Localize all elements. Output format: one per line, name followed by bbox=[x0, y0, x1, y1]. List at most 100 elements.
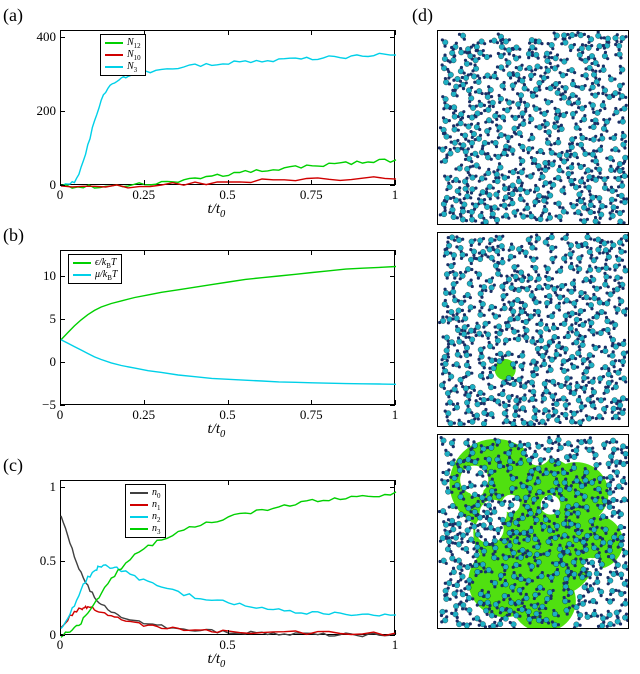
particle bbox=[505, 135, 513, 143]
particle bbox=[611, 320, 618, 330]
particle bbox=[605, 316, 613, 325]
particle bbox=[461, 385, 469, 394]
particle bbox=[467, 140, 475, 149]
particle bbox=[594, 167, 602, 175]
particle bbox=[492, 111, 498, 121]
particle bbox=[570, 79, 577, 88]
particle bbox=[620, 35, 628, 43]
particle bbox=[582, 149, 590, 157]
particle bbox=[623, 265, 629, 273]
particle bbox=[495, 351, 504, 359]
particle bbox=[597, 375, 605, 384]
particle bbox=[516, 92, 524, 101]
particle bbox=[570, 362, 579, 369]
particle bbox=[526, 273, 533, 282]
particle bbox=[547, 42, 555, 50]
particle bbox=[542, 389, 552, 395]
particle bbox=[610, 186, 618, 194]
particle bbox=[566, 171, 574, 179]
ytick-label: 200 bbox=[26, 103, 56, 119]
particle bbox=[581, 384, 588, 394]
particle bbox=[569, 202, 578, 209]
particle bbox=[550, 255, 558, 264]
particle bbox=[498, 94, 504, 104]
particle bbox=[601, 405, 608, 414]
particle bbox=[442, 54, 450, 63]
particle bbox=[588, 135, 597, 143]
particle bbox=[515, 100, 522, 110]
particle bbox=[617, 509, 623, 519]
particle bbox=[618, 247, 627, 255]
ytick-label: −5 bbox=[26, 397, 56, 413]
particle bbox=[544, 265, 551, 275]
particle bbox=[553, 175, 562, 182]
particle bbox=[614, 560, 621, 569]
particle bbox=[445, 182, 452, 192]
particle bbox=[458, 110, 465, 119]
legend: n0n1n2n3 bbox=[125, 484, 166, 538]
particle bbox=[485, 276, 494, 283]
particle bbox=[455, 235, 464, 242]
particle bbox=[619, 396, 628, 403]
particle bbox=[529, 290, 536, 299]
particle bbox=[439, 209, 447, 217]
particle bbox=[477, 237, 485, 246]
particle bbox=[544, 293, 553, 301]
particle bbox=[517, 376, 524, 385]
particle bbox=[613, 33, 619, 43]
particle bbox=[447, 70, 453, 80]
particle bbox=[445, 315, 452, 324]
legend: ϵ/kBTμ/kBT bbox=[68, 254, 122, 284]
particle bbox=[544, 66, 551, 75]
particle bbox=[577, 84, 587, 91]
particle bbox=[589, 193, 596, 203]
particle bbox=[566, 241, 573, 250]
particle bbox=[577, 254, 584, 264]
particle bbox=[478, 211, 485, 220]
particle bbox=[561, 345, 568, 354]
particle bbox=[501, 213, 510, 220]
particle bbox=[613, 305, 620, 314]
particle bbox=[529, 211, 537, 219]
particle bbox=[600, 364, 610, 370]
xtick-label: 0.75 bbox=[291, 407, 331, 423]
particle bbox=[606, 460, 614, 469]
particle bbox=[587, 35, 594, 44]
particle bbox=[611, 414, 621, 420]
particle bbox=[496, 65, 505, 72]
particle bbox=[614, 43, 622, 51]
particle bbox=[472, 616, 482, 623]
particle bbox=[554, 415, 561, 424]
particle bbox=[620, 131, 626, 141]
particle bbox=[444, 449, 452, 457]
particle bbox=[576, 142, 584, 150]
particle bbox=[512, 54, 521, 61]
particle bbox=[590, 92, 600, 99]
particle bbox=[518, 194, 526, 203]
particle bbox=[488, 237, 496, 245]
particle bbox=[560, 233, 569, 241]
particle bbox=[538, 419, 548, 426]
particle bbox=[460, 589, 469, 597]
particle bbox=[528, 45, 538, 52]
particle bbox=[591, 344, 600, 351]
particle bbox=[451, 270, 458, 280]
particle bbox=[487, 341, 495, 350]
particle bbox=[460, 252, 468, 260]
particle bbox=[594, 266, 603, 273]
particle bbox=[512, 209, 519, 218]
particle bbox=[575, 264, 582, 274]
particle bbox=[610, 359, 617, 368]
particle bbox=[526, 146, 534, 154]
particle bbox=[475, 254, 484, 262]
particle bbox=[448, 372, 454, 382]
ytick-label: 10 bbox=[26, 268, 56, 284]
particle bbox=[440, 156, 449, 164]
particle bbox=[532, 363, 539, 373]
particle bbox=[546, 311, 555, 319]
particle bbox=[529, 256, 539, 263]
particle bbox=[441, 95, 448, 104]
particle bbox=[615, 210, 625, 216]
particle bbox=[438, 146, 447, 153]
particle bbox=[444, 578, 453, 586]
